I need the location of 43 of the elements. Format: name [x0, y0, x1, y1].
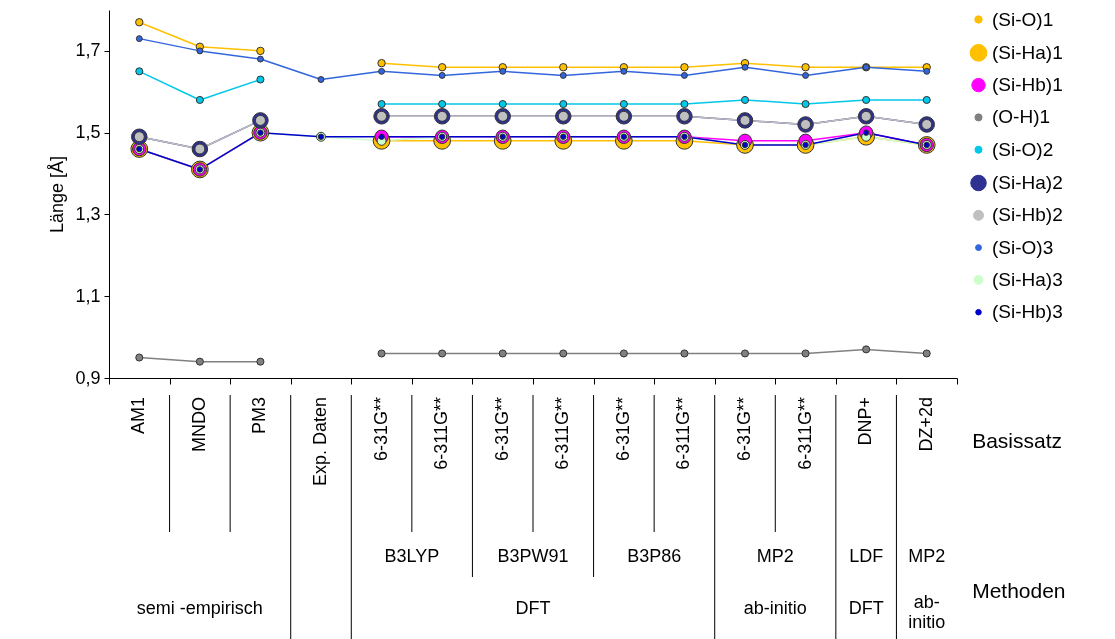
text: Basissatz — [972, 429, 1063, 452]
x-tick-label: AM1 — [128, 397, 149, 435]
text: Methoden — [972, 579, 1066, 602]
x-tick-label: 6-311G** — [552, 397, 573, 470]
legend-label: (Si-O)3 — [992, 236, 1054, 258]
x-tick-label: 6-31G** — [734, 397, 754, 462]
x-tick-label: PM3 — [249, 397, 270, 435]
x-tick-label: Exp. Daten — [310, 397, 330, 487]
y-tick-label: 1,5 — [75, 122, 101, 143]
text: LDF — [849, 546, 884, 566]
y-tick-label: 0,9 — [75, 367, 101, 388]
legend-label: (Si-Ha)3 — [992, 268, 1063, 290]
y-axis-title: Länge [Å] — [47, 155, 68, 234]
legend-label: (Si-Hb)1 — [992, 74, 1063, 96]
text: ab-initio — [743, 598, 807, 618]
y-tick-label: 1,7 — [75, 40, 101, 61]
legend-label: (Si-Ha)1 — [992, 41, 1063, 63]
x-tick-label: 6-311G** — [794, 397, 815, 470]
x-tick-label: DNP+ — [855, 397, 876, 446]
x-tick-label: 6-311G** — [673, 397, 694, 470]
x-tick-label: 6-311G** — [431, 397, 452, 470]
x-tick-label: 6-31G** — [612, 397, 633, 462]
legend-label: (Si-Hb)2 — [992, 204, 1063, 226]
legend-label: (Si-O)2 — [992, 138, 1054, 160]
x-tick-label: MNDO — [188, 397, 209, 452]
text: semi -empirisch — [136, 598, 263, 618]
text: ab- initio — [908, 592, 946, 632]
legend-label: (Si-Ha)2 — [992, 172, 1063, 193]
y-tick-label: 1,1 — [75, 285, 101, 306]
legend-label: (Si-O)1 — [992, 8, 1054, 30]
text: B3P86 — [627, 546, 682, 566]
text: MP2 — [756, 546, 794, 566]
text: B3LYP — [384, 546, 440, 566]
legend-label: (Si-Hb)3 — [992, 301, 1063, 323]
text: DFT — [848, 598, 884, 618]
text: DFT — [515, 598, 551, 618]
text: B3PW91 — [497, 546, 569, 566]
x-tick-label: DZ+2d — [915, 397, 936, 452]
x-tick-label: 6-31G** — [491, 397, 512, 462]
legend-label: (O-H)1 — [992, 106, 1051, 128]
x-tick-label: 6-31G** — [370, 397, 391, 462]
y-tick-label: 1,3 — [75, 203, 101, 224]
text: MP2 — [908, 546, 946, 566]
